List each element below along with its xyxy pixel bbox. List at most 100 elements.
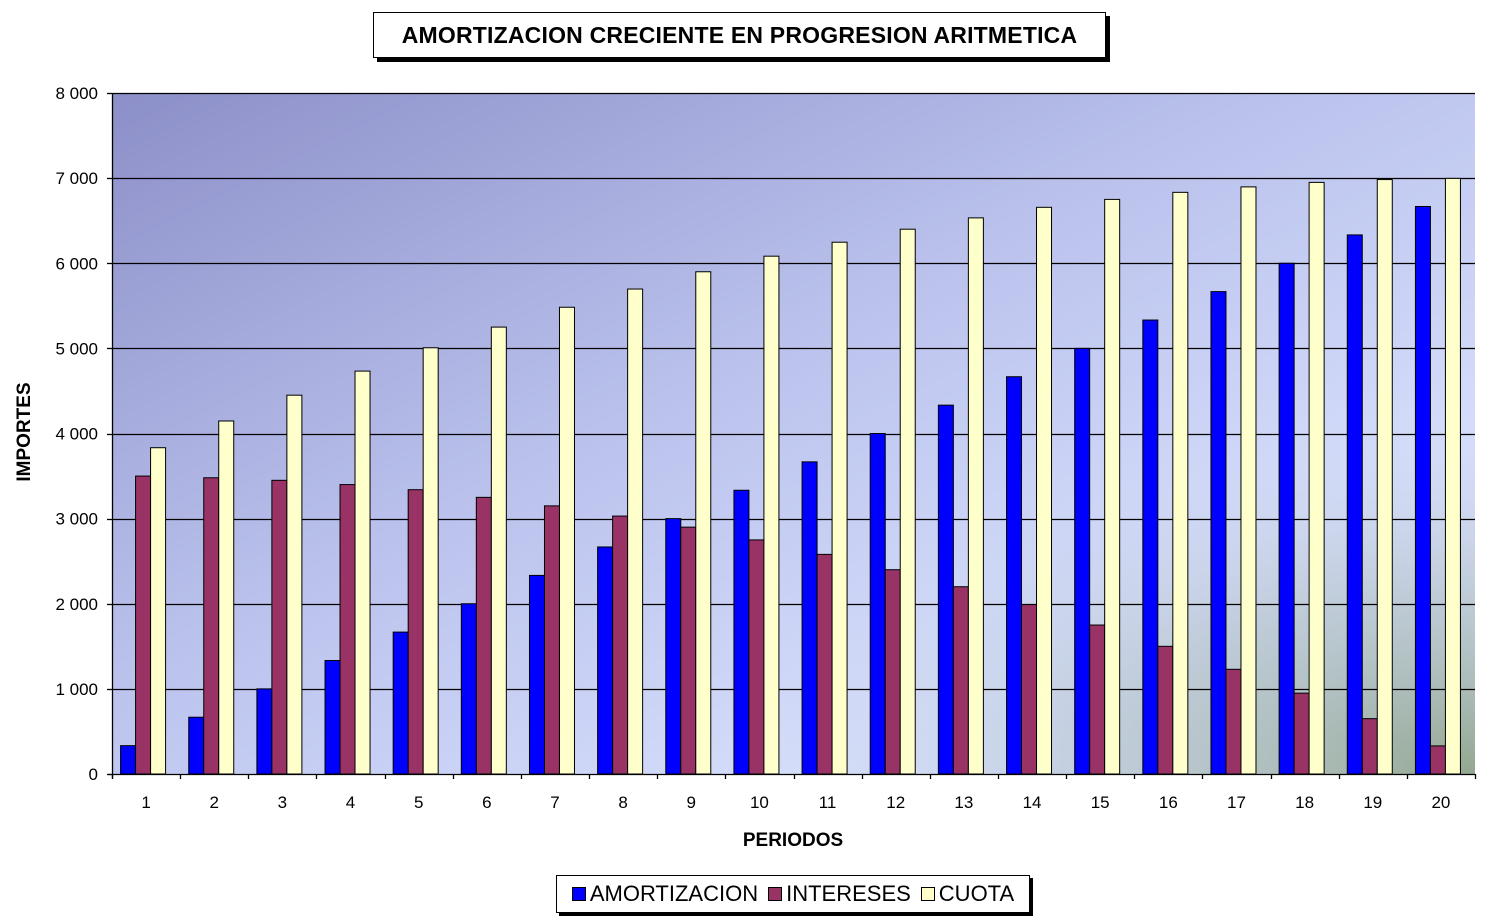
bar-intereses-15: [1089, 624, 1106, 775]
bar-amortizacion-16: [1142, 319, 1159, 775]
bar-cuota-4: [354, 370, 371, 775]
y-tick-label: 5 000: [55, 339, 98, 358]
bar-cuota-2: [218, 420, 235, 775]
bar-amortizacion-17: [1210, 291, 1227, 775]
axes: [107, 92, 1477, 779]
y-tick-label: 2 000: [55, 595, 98, 614]
bar-cuota-17: [1240, 186, 1257, 775]
bars: [120, 177, 1461, 775]
bar-cuota-5: [422, 347, 439, 775]
bar-amortizacion-5: [392, 631, 409, 775]
bar-amortizacion-10: [733, 489, 750, 775]
bar-intereses-14: [1021, 604, 1038, 775]
bar-cuota-9: [695, 271, 712, 775]
x-tick-label: 17: [1227, 793, 1246, 812]
bar-amortizacion-7: [528, 574, 545, 775]
y-axis-label: IMPORTES: [14, 382, 35, 481]
bar-cuota-12: [899, 228, 916, 775]
x-tick-label: 9: [687, 793, 696, 812]
bar-intereses-16: [1157, 645, 1174, 775]
x-axis-label: PERIODOS: [743, 830, 843, 851]
bar-cuota-8: [627, 288, 644, 775]
legend-swatch-intereses: [768, 887, 783, 901]
bar-amortizacion-4: [324, 660, 341, 775]
bar-intereses-8: [612, 515, 629, 775]
legend-label-cuota: CUOTA: [938, 881, 1015, 906]
x-tick-label: 12: [886, 793, 905, 812]
x-tick-label: 18: [1295, 793, 1314, 812]
legend-label-amortizacion: AMORTIZACION: [589, 881, 759, 906]
bar-intereses-12: [884, 569, 901, 775]
bar-cuota-13: [967, 217, 984, 775]
x-tick-label: 6: [482, 793, 491, 812]
bar-intereses-20: [1429, 745, 1446, 775]
legend-item-amortizacion: AMORTIZACION: [571, 881, 759, 907]
bar-amortizacion-14: [1006, 376, 1023, 775]
plot-background: [112, 93, 1475, 774]
x-tick-label: 4: [346, 793, 355, 812]
x-tick-label: 3: [278, 793, 287, 812]
bar-intereses-6: [475, 496, 492, 775]
bar-amortizacion-1: [120, 745, 137, 775]
bar-intereses-17: [1225, 668, 1242, 775]
bar-cuota-18: [1308, 181, 1325, 775]
bar-cuota-16: [1172, 191, 1189, 775]
bar-intereses-4: [339, 484, 356, 775]
legend-swatch-cuota: [920, 887, 935, 901]
bar-cuota-3: [286, 394, 303, 775]
x-tick-label: 19: [1363, 793, 1382, 812]
x-tick-label: 8: [618, 793, 627, 812]
x-tick-label: 20: [1431, 793, 1450, 812]
bar-intereses-11: [816, 553, 833, 775]
x-tick-label: 10: [750, 793, 769, 812]
chart-title-box: AMORTIZACION CRECIENTE EN PROGRESION ARI…: [373, 12, 1106, 58]
bar-amortizacion-8: [597, 546, 614, 775]
y-tick-label: 3 000: [55, 510, 98, 529]
legend: AMORTIZACION INTERESES CUOTA: [556, 875, 1030, 913]
bar-cuota-14: [1036, 206, 1053, 775]
bar-cuota-19: [1376, 179, 1393, 775]
bar-amortizacion-2: [188, 716, 205, 775]
plot-area-shade: [112, 93, 1475, 774]
bar-amortizacion-19: [1346, 234, 1363, 775]
y-tick-label: 4 000: [55, 425, 98, 444]
bar-amortizacion-13: [937, 404, 954, 775]
y-tick-label: 6 000: [55, 254, 98, 273]
bar-amortizacion-15: [1074, 347, 1091, 775]
bar-cuota-20: [1444, 177, 1461, 775]
x-tick-label: 14: [1023, 793, 1042, 812]
bar-cuota-1: [150, 447, 167, 775]
bar-intereses-13: [952, 586, 969, 775]
legend-item-cuota: CUOTA: [920, 881, 1015, 907]
bar-amortizacion-6: [460, 603, 477, 775]
x-tick-label: 15: [1091, 793, 1110, 812]
legend-item-intereses: INTERESES: [768, 881, 911, 907]
bar-intereses-19: [1361, 718, 1378, 775]
bar-amortizacion-12: [869, 433, 886, 775]
x-tick-label: 16: [1159, 793, 1178, 812]
y-tick-label: 7 000: [55, 169, 98, 188]
bar-intereses-10: [748, 539, 765, 775]
bar-amortizacion-9: [665, 518, 682, 775]
bar-intereses-18: [1293, 692, 1310, 775]
bar-amortizacion-18: [1278, 262, 1295, 775]
bar-cuota-11: [831, 241, 848, 775]
y-tick-label: 0: [89, 765, 98, 784]
y-tick-label: 1 000: [55, 680, 98, 699]
bar-intereses-2: [203, 477, 220, 775]
x-tick-label: 2: [209, 793, 218, 812]
bar-cuota-7: [558, 306, 575, 775]
bar-intereses-5: [407, 489, 424, 775]
x-tick-labels: 1 2 3 4 5 6 7 8 9 10 11 12 13 14 15 16 17 18 19 20: [141, 793, 1450, 812]
bar-amortizacion-3: [256, 688, 273, 775]
legend-label-intereses: INTERESES: [786, 881, 911, 906]
bar-amortizacion-11: [801, 461, 818, 775]
x-tick-label: 1: [141, 793, 150, 812]
legend-swatch-amortizacion: [571, 887, 586, 901]
bar-intereses-1: [135, 475, 152, 775]
bar-cuota-10: [763, 255, 780, 775]
chart-title: AMORTIZACION CRECIENTE EN PROGRESION ARI…: [401, 21, 1078, 48]
bar-cuota-6: [490, 326, 507, 775]
